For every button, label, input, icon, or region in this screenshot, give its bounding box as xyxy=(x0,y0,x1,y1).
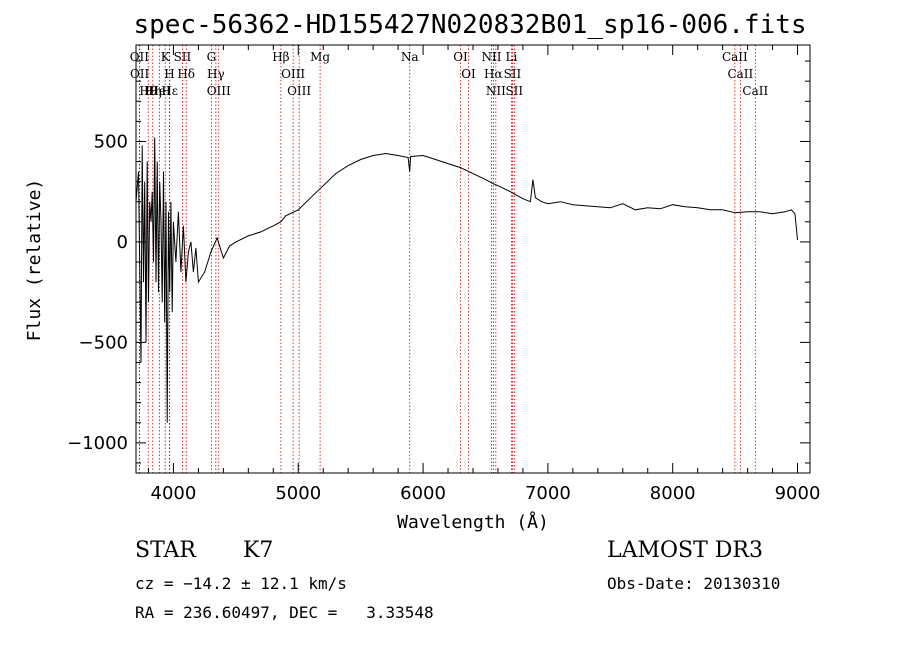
marker-label-caii: CaII xyxy=(727,67,753,81)
y-tick-label-500: 500 xyxy=(94,131,128,152)
obs-date: Obs-Date: 20130310 xyxy=(607,574,781,593)
marker-label-hη: Hη xyxy=(144,84,162,98)
marker-label-oiii: OIII xyxy=(207,84,231,98)
marker-label-hei: HeI xyxy=(148,84,171,98)
marker-label-oii: OII xyxy=(130,67,150,81)
y-axis: −1000 −500 0 500 xyxy=(67,60,810,464)
marker-label-oi: OI xyxy=(461,67,476,81)
line-markers xyxy=(138,45,756,473)
y-tick-label--500: −500 xyxy=(79,332,128,353)
marker-label-oiii: OIII xyxy=(287,84,311,98)
survey-name: LAMOST DR3 xyxy=(607,538,763,563)
marker-label-k: K xyxy=(161,50,171,64)
marker-label-hθ: Hθ xyxy=(139,84,157,98)
plot-frame xyxy=(135,44,811,474)
marker-label-h: H xyxy=(164,67,174,81)
x-tick-label-9000: 9000 xyxy=(775,483,821,504)
x-tick-label-5000: 5000 xyxy=(275,483,321,504)
object-class: STAR xyxy=(135,538,196,563)
redshift-line: cz = −14.2 ± 12.1 km/s xyxy=(135,574,347,593)
marker-label-oi: OI xyxy=(453,50,468,64)
marker-label-hβ: Hβ xyxy=(272,50,289,64)
spectrum-series xyxy=(135,137,798,423)
marker-label-hα: Hα xyxy=(484,67,503,81)
marker-label-caii: CaII xyxy=(742,84,768,98)
marker-label-oii: OII xyxy=(130,50,150,64)
x-tick-label-8000: 8000 xyxy=(650,483,696,504)
x-tick-label-7000: 7000 xyxy=(525,483,571,504)
x-tick-label-4000: 4000 xyxy=(151,483,197,504)
marker-label-nii: NII xyxy=(481,50,501,64)
marker-label-hγ: Hγ xyxy=(207,67,225,81)
marker-label-oiii: OIII xyxy=(281,67,305,81)
x-axis: 4000 5000 6000 7000 8000 9000 xyxy=(147,45,821,504)
marker-label-li: Li xyxy=(506,50,518,64)
marker-label-sii: SII xyxy=(174,50,192,64)
marker-label-sii: SII xyxy=(505,84,523,98)
marker-label-caii: CaII xyxy=(722,50,748,64)
subclass: K7 xyxy=(243,538,274,563)
spectrum-line xyxy=(135,137,798,423)
y-tick-label-0: 0 xyxy=(117,232,128,253)
marker-label-sii: SII xyxy=(504,67,522,81)
y-axis-label: Flux (relative) xyxy=(24,179,45,342)
marker-label-g: G xyxy=(207,50,217,64)
y-tick-label--1000: −1000 xyxy=(67,433,128,454)
coordinates: RA = 236.60497, DEC = 3.33548 xyxy=(135,603,434,622)
marker-label-nii: NII xyxy=(486,84,506,98)
chart-title: spec-56362-HD155427N020832B01_sp16-006.f… xyxy=(133,10,806,40)
marker-label-hε: Hε xyxy=(161,84,178,98)
marker-label-hδ: Hδ xyxy=(177,67,195,81)
marker-label-na: Na xyxy=(401,50,419,64)
marker-label-mg: Mg xyxy=(310,50,330,64)
x-axis-label: Wavelength (Å) xyxy=(397,511,549,533)
x-tick-label-6000: 6000 xyxy=(400,483,446,504)
